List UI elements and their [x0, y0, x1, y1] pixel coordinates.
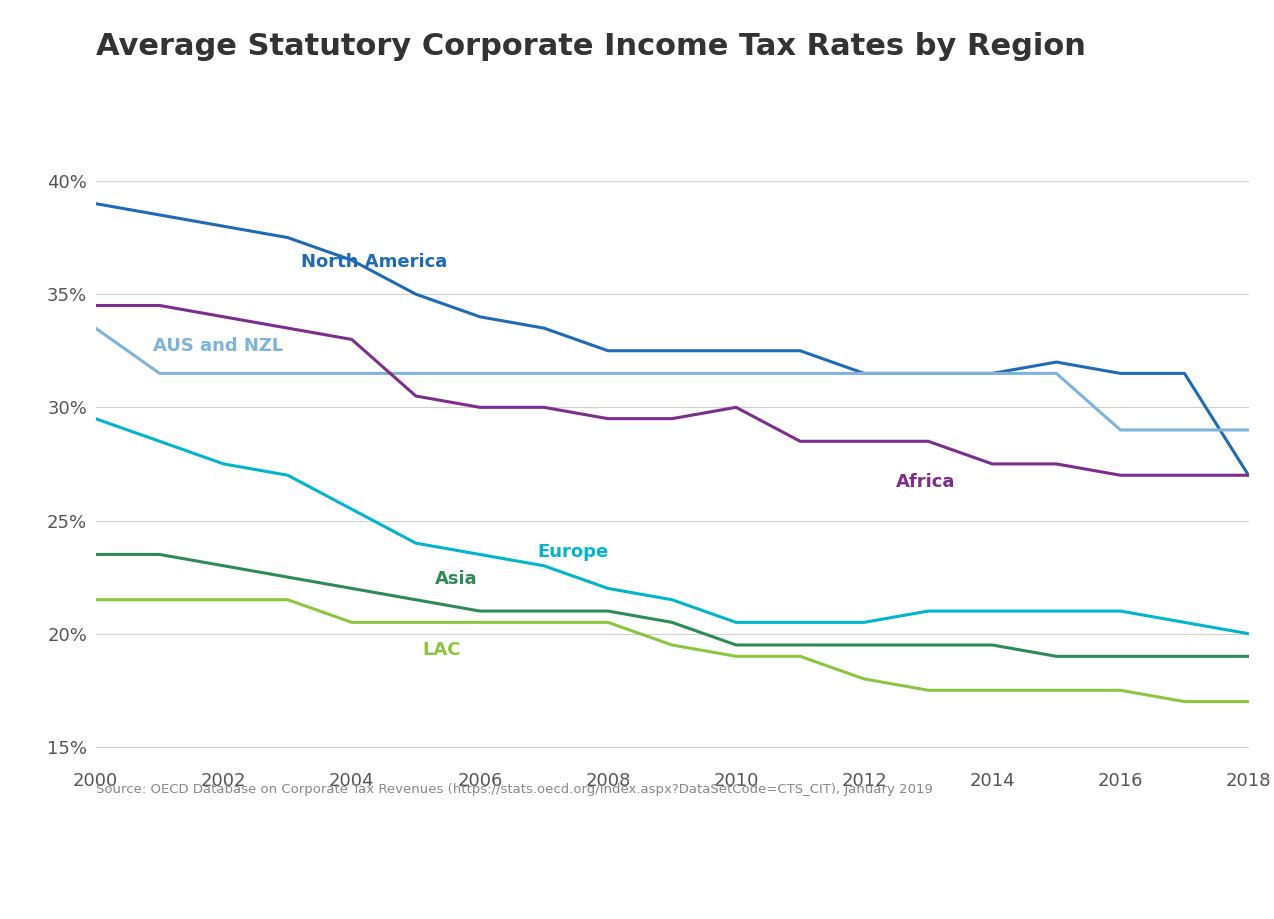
Text: Asia: Asia	[434, 571, 478, 588]
Text: Africa: Africa	[896, 473, 956, 491]
Text: @TaxFoundation: @TaxFoundation	[1074, 875, 1246, 894]
Text: Source: OECD Database on Corporate Tax Revenues (https://stats.oecd.org/Index.as: Source: OECD Database on Corporate Tax R…	[96, 783, 933, 796]
Text: LAC: LAC	[422, 641, 461, 659]
Text: Europe: Europe	[538, 543, 609, 562]
Text: TAX FOUNDATION: TAX FOUNDATION	[28, 875, 234, 894]
Text: Average Statutory Corporate Income Tax Rates by Region: Average Statutory Corporate Income Tax R…	[96, 32, 1085, 62]
Text: North America: North America	[301, 254, 447, 271]
Text: AUS and NZL: AUS and NZL	[153, 337, 283, 356]
